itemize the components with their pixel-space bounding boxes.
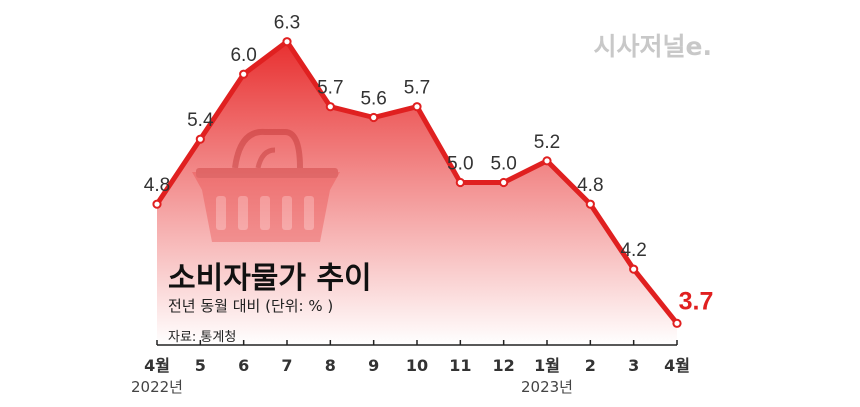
data-point <box>152 199 162 209</box>
brand-logo: 시사저널e. <box>594 32 712 61</box>
chart-subtitle: 전년 동월 대비 (단위: % ) <box>168 297 333 315</box>
data-point <box>325 102 335 112</box>
data-label: 4.8 <box>144 175 170 196</box>
x-tick-label: 12 <box>493 356 515 375</box>
x-tick-label: 10 <box>406 356 428 375</box>
x-tick-label: 3 <box>628 356 639 375</box>
chart-title: 소비자물가 추이 <box>168 261 372 296</box>
data-label: 6.0 <box>230 45 256 66</box>
data-label: 5.7 <box>317 78 343 99</box>
x-tick-label: 9 <box>368 356 379 375</box>
data-label: 4.2 <box>620 240 646 261</box>
data-label: 4.8 <box>577 175 603 196</box>
data-point <box>499 177 509 188</box>
x-tick-label: 4월 <box>144 356 170 375</box>
data-point <box>195 134 205 144</box>
data-label: 5.0 <box>490 154 516 175</box>
data-label: 6.3 <box>274 13 300 34</box>
data-point <box>629 264 639 274</box>
year-label: 2023년 <box>521 378 573 396</box>
x-tick-label: 5 <box>195 356 206 375</box>
data-point <box>282 37 292 47</box>
x-tick-label: 6 <box>238 356 249 375</box>
data-point <box>412 102 422 112</box>
x-tick-label: 1월 <box>534 356 560 375</box>
data-point <box>455 177 465 188</box>
x-tick-label: 2 <box>585 356 596 375</box>
data-label: 3.7 <box>679 287 714 315</box>
data-label: 5.2 <box>534 132 560 153</box>
data-point <box>672 318 682 328</box>
data-label: 5.0 <box>447 154 473 175</box>
data-point <box>542 156 552 166</box>
x-tick-label: 7 <box>281 356 292 375</box>
data-label: 5.4 <box>187 110 214 131</box>
data-point <box>239 69 249 79</box>
year-label: 2022년 <box>131 378 183 396</box>
area-fill <box>157 41 677 346</box>
shopping-basket-icon <box>192 128 340 242</box>
chart-source: 자료: 통계청 <box>168 330 236 345</box>
data-label: 5.6 <box>360 89 386 110</box>
x-tick-label: 11 <box>449 356 471 375</box>
data-label: 5.7 <box>404 78 430 99</box>
data-point <box>585 199 595 209</box>
x-tick-label: 8 <box>325 356 336 375</box>
data-point <box>369 112 379 123</box>
x-tick-label: 4월 <box>664 356 690 375</box>
